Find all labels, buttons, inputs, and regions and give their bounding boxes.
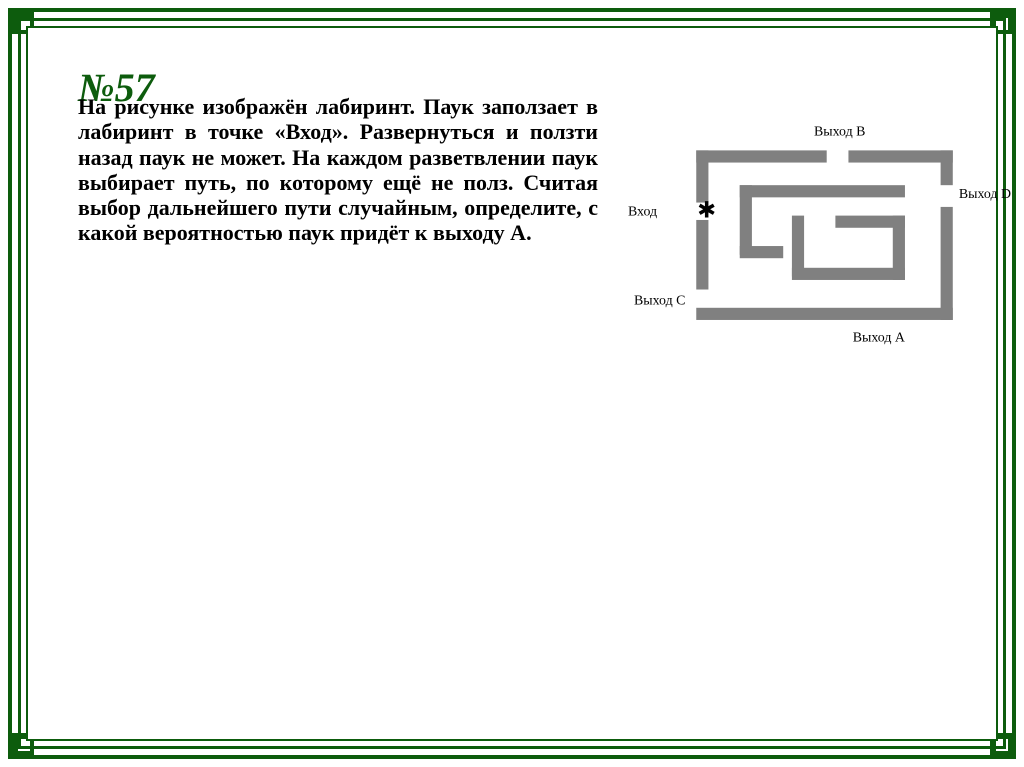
- maze-label-entrance: Вход: [628, 205, 657, 220]
- maze-label-exit_c: Выход С: [634, 293, 685, 308]
- problem-text: На рисунке изображён лабиринт. Паук запо…: [78, 94, 598, 246]
- maze-label-exit_a: Выход A: [853, 331, 905, 346]
- maze-diagram: ✱ Вход Выход B Выход D Выход С Выход A: [618, 88, 1018, 378]
- maze-wall: [941, 207, 953, 320]
- spider-icon: ✱: [697, 197, 716, 222]
- frame-outer: №57 На рисунке изображён лабиринт. Паук …: [8, 8, 1016, 759]
- maze-wall: [740, 185, 905, 197]
- maze-wall: [792, 268, 905, 280]
- maze-wall: [941, 150, 953, 185]
- maze-wall: [740, 185, 752, 255]
- maze-wall: [740, 246, 783, 258]
- maze-label-exit_d: Выход D: [959, 187, 1011, 202]
- content-area: №57 На рисунке изображён лабиринт. Паук …: [58, 58, 966, 709]
- maze-svg: ✱ Вход Выход B Выход D Выход С Выход A: [618, 88, 1018, 378]
- frame-mid: №57 На рисунке изображён лабиринт. Паук …: [18, 18, 1006, 749]
- maze-wall: [792, 216, 804, 277]
- maze-wall: [696, 220, 708, 290]
- maze-label-exit_b: Выход B: [814, 125, 865, 140]
- maze-wall: [848, 150, 952, 162]
- maze-wall: [696, 150, 826, 162]
- maze-wall: [835, 216, 905, 228]
- maze-wall: [696, 308, 953, 320]
- frame-inner: №57 На рисунке изображён лабиринт. Паук …: [26, 26, 998, 741]
- maze-wall: [696, 150, 708, 202]
